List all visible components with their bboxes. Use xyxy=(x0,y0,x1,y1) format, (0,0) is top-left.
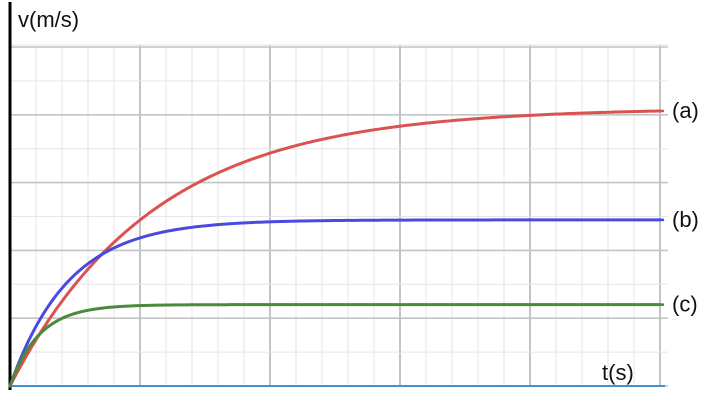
x-axis-label: t(s) xyxy=(602,360,634,385)
series-label-1: (a) xyxy=(672,98,699,123)
series-line-1 xyxy=(8,109,662,388)
series-label-3: (c) xyxy=(672,292,698,317)
series-labels: (a) (b) (c) xyxy=(672,98,699,317)
grid xyxy=(9,44,668,387)
series-group xyxy=(8,109,664,388)
y-axis-label: v(m/s) xyxy=(18,7,79,32)
series-line-3 xyxy=(8,303,662,388)
series-label-2: (b) xyxy=(672,207,699,232)
series-line-2 xyxy=(8,218,662,388)
